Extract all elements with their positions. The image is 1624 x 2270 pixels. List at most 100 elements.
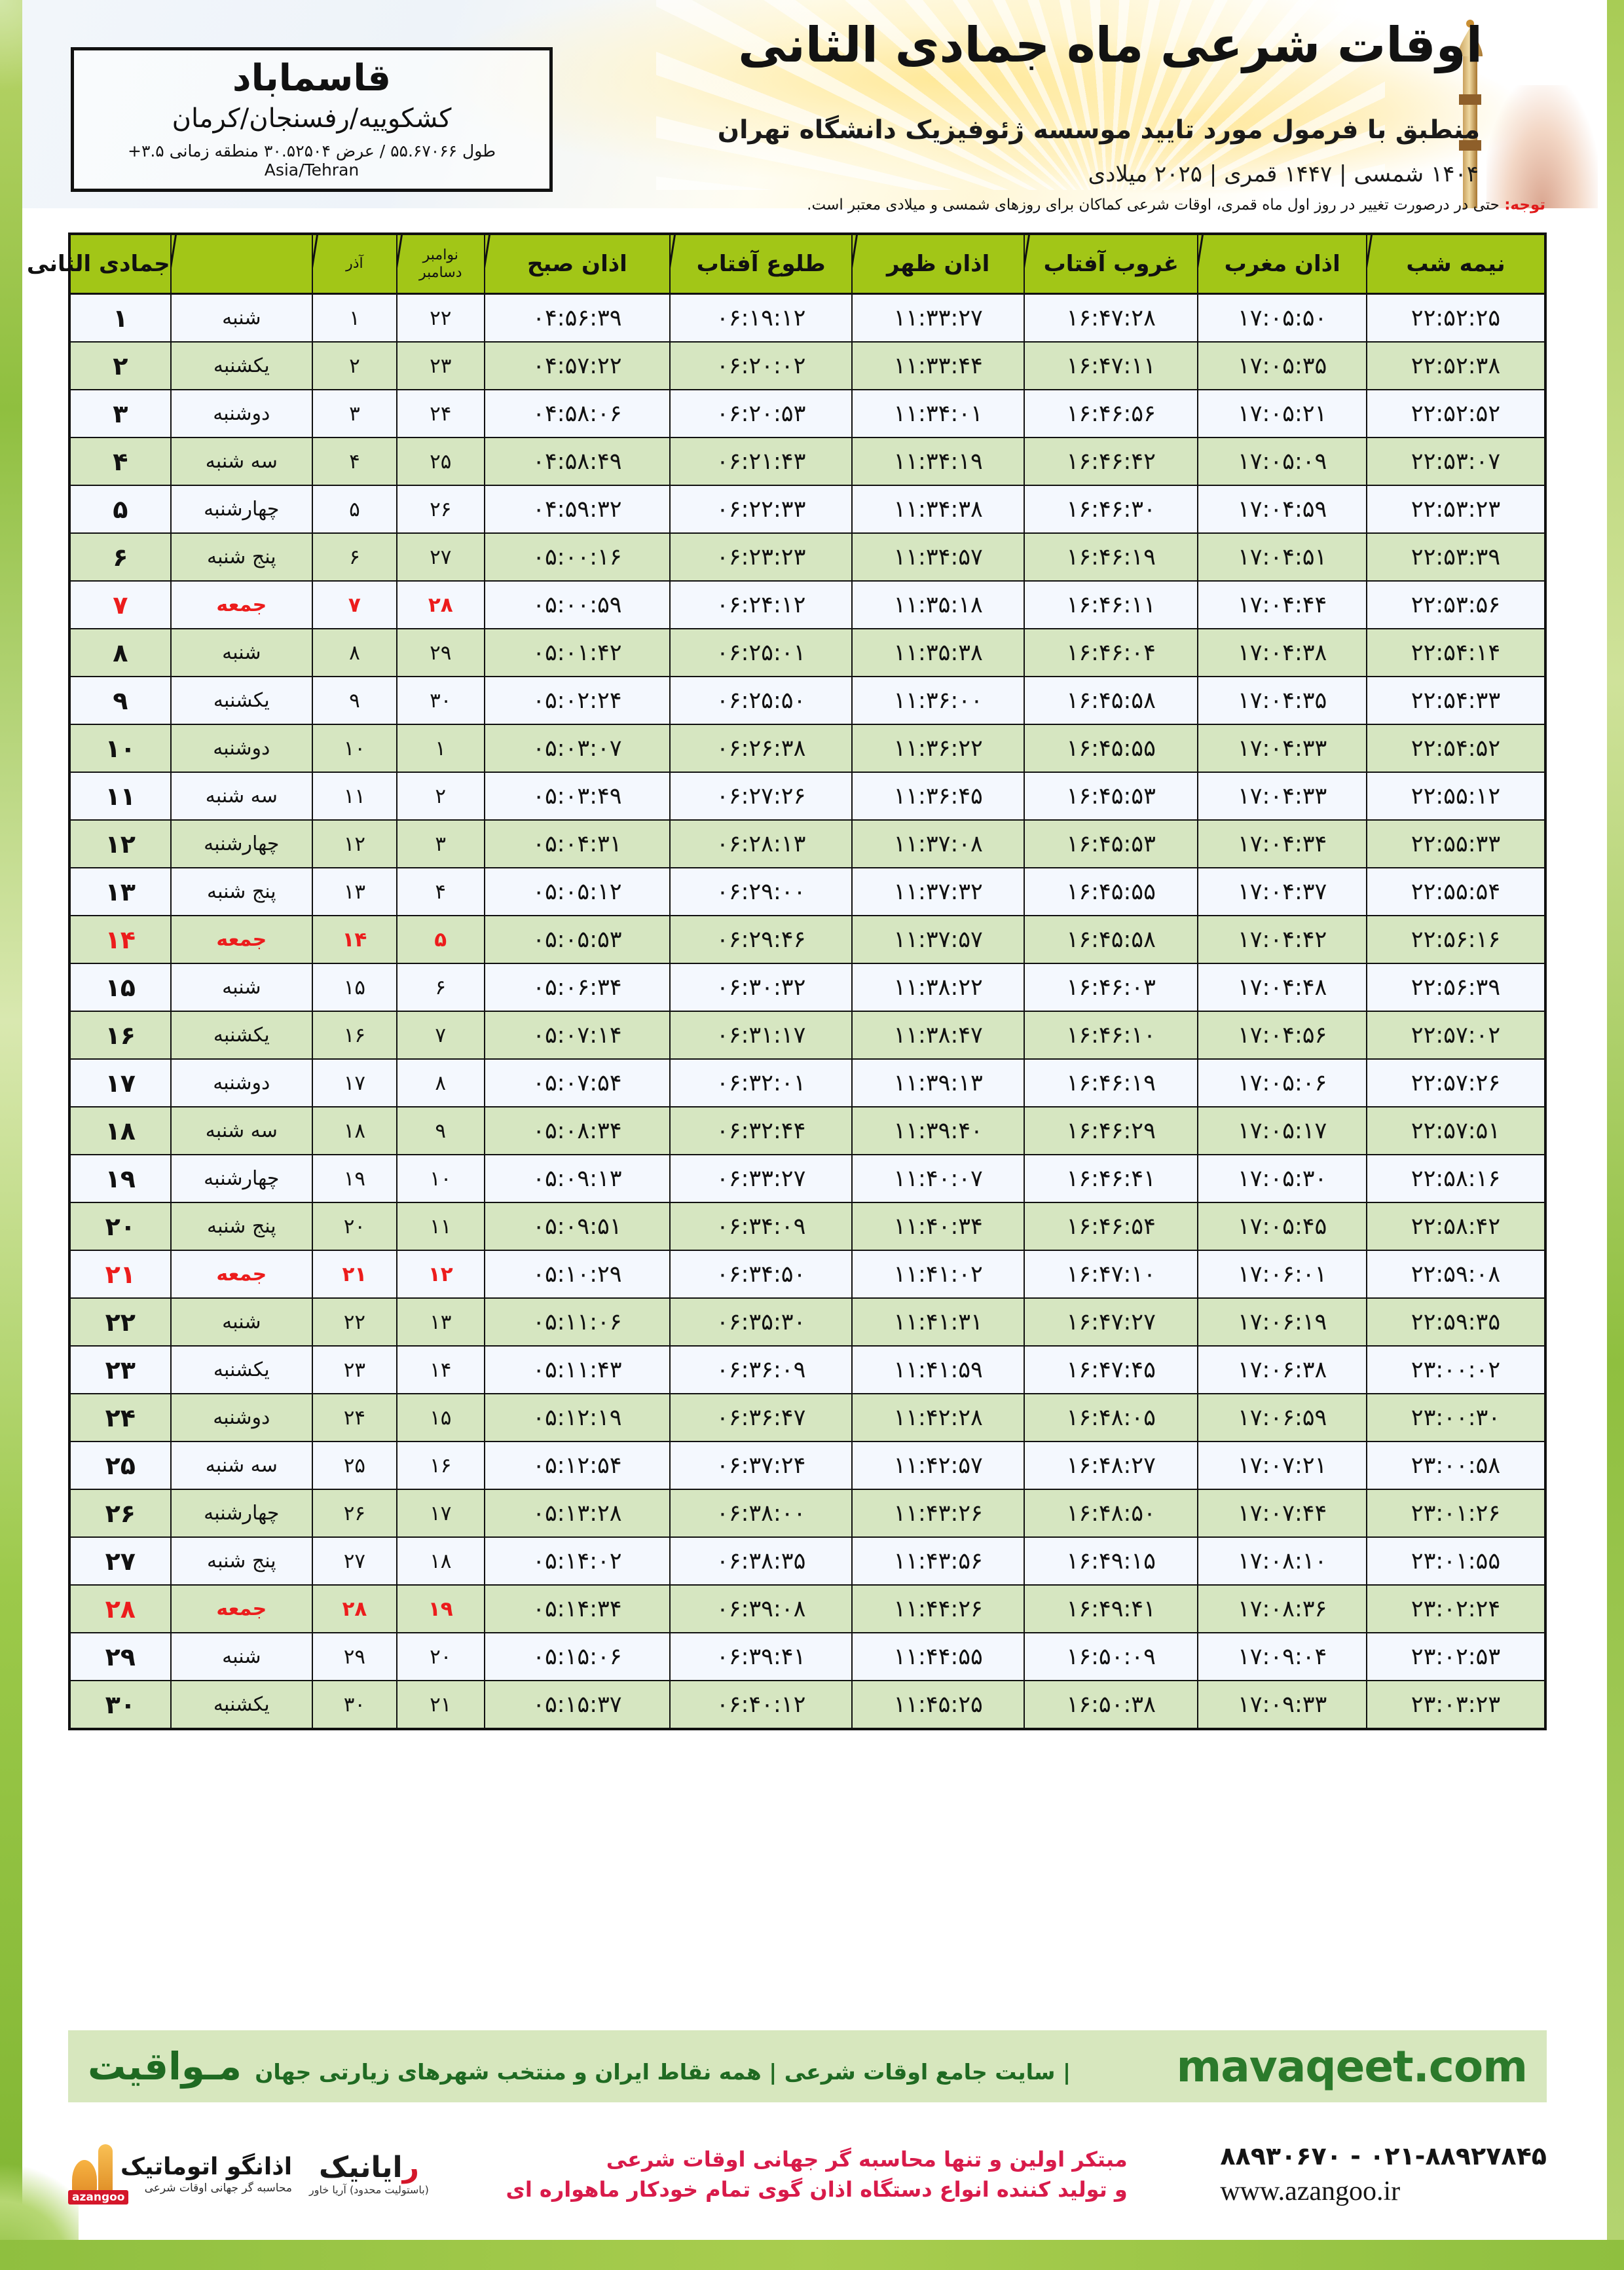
table-row: ۲۲:۵۷:۵۱ ۱۷:۰۵:۱۷ ۱۶:۴۶:۲۹ ۱۱:۳۹:۴۰ ۰۶:۳۲:۴۴… xyxy=(69,1106,1547,1155)
cell-greg: ۱۰ xyxy=(396,1154,485,1203)
cell-greg: ۱۳ xyxy=(396,1297,485,1347)
cell-fajr: ۰۴:۵۹:۳۲ xyxy=(483,485,671,534)
cell-greg: ۲ xyxy=(396,772,485,821)
table-row: ۲۳:۰۱:۲۶ ۱۷:۰۷:۴۴ ۱۶:۴۸:۵۰ ۱۱:۴۳:۲۶ ۰۶:۳۸:۰۰… xyxy=(69,1489,1547,1538)
cell-dhuhr: ۱۱:۳۶:۰۰ xyxy=(851,676,1025,725)
cell-dhuhr: ۱۱:۴۲:۵۷ xyxy=(851,1441,1025,1490)
cell-dhuhr: ۱۱:۴۲:۲۸ xyxy=(851,1393,1025,1442)
cell-shamsi: ۲۳ xyxy=(312,1345,397,1394)
cell-fajr: ۰۴:۵۶:۳۹ xyxy=(483,293,671,343)
cell-maghrib: ۱۷:۰۵:۳۵ xyxy=(1197,341,1367,390)
cell-fajr: ۰۵:۱۵:۰۶ xyxy=(483,1632,671,1681)
cell-weekday: یکشنبه xyxy=(170,1680,314,1730)
cell-fajr: ۰۵:۱۱:۰۶ xyxy=(483,1297,671,1347)
table-row: ۲۳:۰۰:۳۰ ۱۷:۰۶:۵۹ ۱۶:۴۸:۰۵ ۱۱:۴۲:۲۸ ۰۶:۳۶:۴۷… xyxy=(69,1393,1547,1442)
cell-midnight: ۲۲:۵۲:۵۲ xyxy=(1365,389,1547,438)
cell-greg: ۶ xyxy=(396,963,485,1012)
cell-sunrise: ۰۶:۲۰:۰۲ xyxy=(669,341,853,390)
footer-brand: | سایت جامع اوقات شرعی | همه نقاط ایران … xyxy=(88,2044,1071,2089)
cell-sunrise: ۰۶:۲۴:۱۲ xyxy=(669,580,853,629)
cell-midnight: ۲۳:۰۱:۲۶ xyxy=(1365,1489,1547,1538)
cell-qamari: ۱۴ xyxy=(69,915,172,964)
cell-sunrise: ۰۶:۲۸:۱۳ xyxy=(669,819,853,868)
cell-fajr: ۰۵:۰۳:۰۷ xyxy=(483,724,671,773)
cell-dhuhr: ۱۱:۳۶:۲۲ xyxy=(851,724,1025,773)
header-midnight: نیمه شب xyxy=(1365,233,1547,295)
cell-fajr: ۰۵:۰۹:۵۱ xyxy=(483,1202,671,1251)
cell-midnight: ۲۳:۰۰:۰۲ xyxy=(1365,1345,1547,1394)
cell-sunset: ۱۶:۴۵:۵۵ xyxy=(1024,867,1199,916)
cell-weekday: یکشنبه xyxy=(170,341,314,390)
cell-sunset: ۱۶:۴۶:۴۲ xyxy=(1024,437,1199,486)
cell-greg: ۲۷ xyxy=(396,532,485,582)
cell-maghrib: ۱۷:۰۴:۳۴ xyxy=(1197,819,1367,868)
cell-dhuhr: ۱۱:۴۳:۲۶ xyxy=(851,1489,1025,1538)
cell-greg: ۱۱ xyxy=(396,1202,485,1251)
cell-sunrise: ۰۶:۳۴:۰۹ xyxy=(669,1202,853,1251)
table-row: ۲۲:۵۶:۳۹ ۱۷:۰۴:۴۸ ۱۶:۴۶:۰۳ ۱۱:۳۸:۲۲ ۰۶:۳۰:۳۲… xyxy=(69,963,1547,1012)
cell-maghrib: ۱۷:۰۶:۱۹ xyxy=(1197,1297,1367,1347)
cell-dhuhr: ۱۱:۳۷:۳۲ xyxy=(851,867,1025,916)
cell-sunset: ۱۶:۴۷:۱۱ xyxy=(1024,341,1199,390)
cell-fajr: ۰۵:۰۰:۱۶ xyxy=(483,532,671,582)
cell-qamari: ۲۸ xyxy=(69,1584,172,1633)
prayer-times-table: نیمه شب اذان مغرب غروب آفتاب اذان ظهر طل… xyxy=(27,233,1547,1730)
cell-shamsi: ۲۰ xyxy=(312,1202,397,1251)
cell-qamari: ۲۴ xyxy=(69,1393,172,1442)
table-row: ۲۳:۰۲:۲۴ ۱۷:۰۸:۳۶ ۱۶:۴۹:۴۱ ۱۱:۴۴:۲۶ ۰۶:۳۹:۰۸… xyxy=(69,1584,1547,1633)
cell-sunrise: ۰۶:۲۵:۰۱ xyxy=(669,628,853,677)
header-gregorian-bottom: دسامبر xyxy=(419,265,462,281)
cell-weekday: شنبه xyxy=(170,293,314,343)
table-row: ۲۳:۰۲:۵۳ ۱۷:۰۹:۰۴ ۱۶:۵۰:۰۹ ۱۱:۴۴:۵۵ ۰۶:۳۹:۴۱… xyxy=(69,1632,1547,1681)
cell-midnight: ۲۲:۵۲:۲۵ xyxy=(1365,293,1547,343)
cell-sunset: ۱۶:۴۵:۵۵ xyxy=(1024,724,1199,773)
azangoo-logo: اذانگو اتوماتیک محاسبه گر جهانی اوقات شر… xyxy=(68,2144,292,2205)
cell-sunrise: ۰۶:۲۵:۵۰ xyxy=(669,676,853,725)
cell-weekday: چهارشنبه xyxy=(170,1489,314,1538)
cell-maghrib: ۱۷:۰۵:۱۷ xyxy=(1197,1106,1367,1155)
cell-sunset: ۱۶:۴۶:۵۶ xyxy=(1024,389,1199,438)
footer-azangoo-url[interactable]: www.azangoo.ir xyxy=(1220,2176,1401,2206)
table-row: ۲۲:۵۲:۵۲ ۱۷:۰۵:۲۱ ۱۶:۴۶:۵۶ ۱۱:۳۴:۰۱ ۰۶:۲۰:۵۳… xyxy=(69,389,1547,438)
note-text: حتی در درصورت تغییر در روز اول ماه قمری،… xyxy=(807,196,1500,214)
cell-midnight: ۲۲:۵۵:۱۲ xyxy=(1365,772,1547,821)
cell-shamsi: ۱۹ xyxy=(312,1154,397,1203)
cell-sunrise: ۰۶:۴۰:۱۲ xyxy=(669,1680,853,1730)
cell-maghrib: ۱۷:۰۵:۴۵ xyxy=(1197,1202,1367,1251)
cell-dhuhr: ۱۱:۳۷:۵۷ xyxy=(851,915,1025,964)
cell-sunset: ۱۶:۴۹:۴۱ xyxy=(1024,1584,1199,1633)
cell-midnight: ۲۲:۵۹:۰۸ xyxy=(1365,1250,1547,1299)
cell-qamari: ۱۶ xyxy=(69,1011,172,1060)
cell-shamsi: ۲۶ xyxy=(312,1489,397,1538)
cell-sunset: ۱۶:۴۸:۲۷ xyxy=(1024,1441,1199,1490)
cell-greg: ۹ xyxy=(396,1106,485,1155)
cell-midnight: ۲۲:۵۶:۱۶ xyxy=(1365,915,1547,964)
cell-dhuhr: ۱۱:۴۰:۰۷ xyxy=(851,1154,1025,1203)
left-edge-decoration xyxy=(0,0,22,2270)
cell-dhuhr: ۱۱:۳۹:۱۳ xyxy=(851,1058,1025,1107)
cell-sunset: ۱۶:۴۸:۰۵ xyxy=(1024,1393,1199,1442)
cell-midnight: ۲۲:۵۷:۲۶ xyxy=(1365,1058,1547,1107)
cell-dhuhr: ۱۱:۳۹:۴۰ xyxy=(851,1106,1025,1155)
cell-sunset: ۱۶:۵۰:۳۸ xyxy=(1024,1680,1199,1730)
location-coordinates: طول ۵۵.۶۷۰۶۶ / عرض ۳۰.۵۲۵۰۴ منطقه زمانی … xyxy=(127,141,496,179)
table-row: ۲۲:۵۶:۱۶ ۱۷:۰۴:۴۲ ۱۶:۴۵:۵۸ ۱۱:۳۷:۵۷ ۰۶:۲۹:۴۶… xyxy=(69,915,1547,964)
cell-sunset: ۱۶:۴۵:۵۳ xyxy=(1024,772,1199,821)
cell-dhuhr: ۱۱:۳۸:۲۲ xyxy=(851,963,1025,1012)
cell-dhuhr: ۱۱:۳۴:۵۷ xyxy=(851,532,1025,582)
cell-greg: ۱۸ xyxy=(396,1536,485,1586)
cell-weekday: شنبه xyxy=(170,963,314,1012)
footer-site-url[interactable]: mavaqeet.com xyxy=(1176,2041,1528,2092)
cell-greg: ۲۴ xyxy=(396,389,485,438)
dome-shape-icon xyxy=(72,2160,98,2193)
cell-qamari: ۲۵ xyxy=(69,1441,172,1490)
cell-qamari: ۴ xyxy=(69,437,172,486)
cell-sunrise: ۰۶:۳۵:۳۰ xyxy=(669,1297,853,1347)
page-title: اوقات شرعی ماه جمادی الثانی xyxy=(738,17,1483,73)
cell-dhuhr: ۱۱:۴۰:۳۴ xyxy=(851,1202,1025,1251)
header-dhuhr: اذان ظهر xyxy=(851,233,1025,295)
cell-fajr: ۰۵:۰۵:۵۳ xyxy=(483,915,671,964)
cell-shamsi: ۱۳ xyxy=(312,867,397,916)
cell-midnight: ۲۳:۰۲:۵۳ xyxy=(1365,1632,1547,1681)
footer-phone: ۰۲۱-۸۸۹۲۷۸۴۵ - ۸۸۹۳۰۶۷۰ xyxy=(1220,2142,1547,2170)
